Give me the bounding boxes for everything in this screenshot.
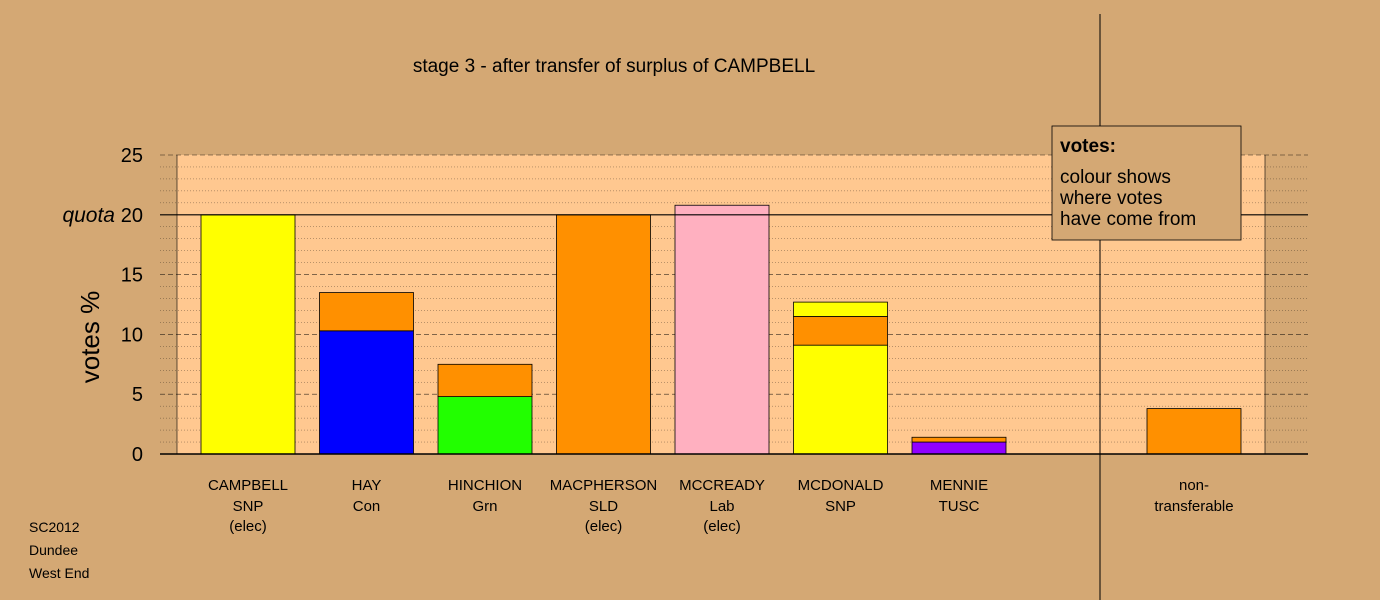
y-tick-label: 0 xyxy=(132,444,143,466)
bars xyxy=(200,204,1242,455)
bar-campbell-segment xyxy=(200,214,296,455)
bar-mennie-segment xyxy=(911,441,1007,455)
x-label-status: (elec) xyxy=(703,518,741,535)
x-axis-labels: CAMPBELL SNP (elec) HAY Con HINCHION Grn MACPHE… xyxy=(208,477,1234,535)
y-tick-label: 10 xyxy=(121,324,143,346)
legend-line-1: colour shows xyxy=(1060,167,1171,188)
x-label-party: Con xyxy=(353,498,381,515)
footer-line-1: SC2012 xyxy=(29,519,80,535)
x-label-name: CAMPBELL xyxy=(208,477,288,494)
y-tick-label: 20 xyxy=(121,205,143,227)
x-label-party: SLD xyxy=(589,498,618,515)
footer-line-3: West End xyxy=(29,565,89,581)
legend-box xyxy=(1051,125,1242,241)
footer: SC2012 Dundee West End xyxy=(29,519,89,581)
x-label-name: HAY xyxy=(352,477,382,494)
x-label-name: MENNIE xyxy=(930,477,988,494)
x-label-name: MCCREADY xyxy=(679,477,765,494)
x-label-party: SNP xyxy=(233,498,264,515)
y-tick-label: 25 xyxy=(121,145,143,167)
bar-mcdonald-segment xyxy=(793,344,888,455)
legend-title: votes: xyxy=(1060,136,1116,157)
x-label-nontransferable-1: non- xyxy=(1179,477,1209,494)
bar-hinchion-segment xyxy=(437,363,533,397)
bar-hinchion-segment xyxy=(437,396,533,455)
x-label-party: SNP xyxy=(825,498,856,515)
bar-macpherson-segment xyxy=(556,214,651,455)
quota-label: quota xyxy=(62,204,115,227)
x-label-name: HINCHION xyxy=(448,477,522,494)
chart-title: stage 3 - after transfer of surplus of C… xyxy=(413,56,815,77)
y-tick-label: 15 xyxy=(121,265,143,287)
y-axis-ticks: 0 5 10 15 20 25 xyxy=(121,145,143,466)
y-tick-label: 5 xyxy=(132,384,143,406)
x-label-name: MCDONALD xyxy=(798,477,884,494)
bar-mcdonald-segment xyxy=(793,301,888,317)
bar-mccready-segment xyxy=(674,204,770,455)
x-label-party: Grn xyxy=(472,498,497,515)
x-label-status: (elec) xyxy=(229,518,267,535)
bar-hay-segment xyxy=(319,330,414,455)
legend-line-3: have come from xyxy=(1060,209,1196,230)
bar-nontransferable-segment xyxy=(1146,408,1242,455)
footer-line-2: Dundee xyxy=(29,542,78,558)
x-label-party: TUSC xyxy=(939,498,980,515)
x-label-party: Lab xyxy=(709,498,734,515)
bar-mennie-segment xyxy=(911,436,1007,443)
bar-hay-segment xyxy=(319,292,414,332)
y-axis-label: votes % xyxy=(75,291,105,384)
x-label-name: MACPHERSON xyxy=(550,477,658,494)
bar-mcdonald-segment xyxy=(793,316,888,346)
x-label-status: (elec) xyxy=(585,518,623,535)
legend: votes: colour shows where votes have com… xyxy=(1051,125,1242,241)
legend-line-2: where votes xyxy=(1059,188,1162,209)
x-label-nontransferable-2: transferable xyxy=(1154,498,1233,515)
